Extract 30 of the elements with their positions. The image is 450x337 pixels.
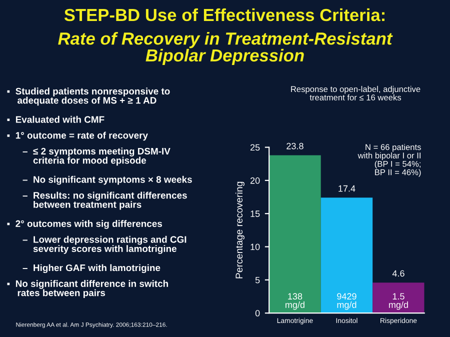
- y-axis-title: Percentage recovering: [235, 182, 244, 278]
- text: ▪ Studied patients nonresponsive to adequate doses of MS + ≥ 1 AD: [7, 88, 170, 106]
- annotation: 9429 mg/d: [337, 293, 356, 310]
- bar: [320, 198, 373, 314]
- bar: [269, 155, 321, 314]
- data-label: 23.8: [286, 142, 304, 150]
- text: ▪ No significant difference in switch rates between pairs: [7, 280, 168, 298]
- y-tick-label: 25: [250, 144, 260, 151]
- data-label: 17.4: [338, 185, 356, 192]
- text: – Results: no significant differences between treatment pairs: [22, 192, 187, 210]
- chart-title: STEP-BD Use of Effectiveness Criteria:: [64, 8, 384, 22]
- text: ▪ Evaluated with CMF: [7, 116, 104, 123]
- annotation: 1.5 mg/d: [389, 293, 408, 310]
- text: ▪ 2° outcomes with sig differences: [7, 220, 162, 229]
- data-label: 4.6: [392, 270, 404, 277]
- text: – Lower depression ratings and CGI severity scores with lamotrigine: [22, 236, 186, 254]
- annotation: 138 mg/d: [286, 293, 304, 310]
- text: – No significant symptoms × 8 weeks: [22, 176, 192, 185]
- chart-subtitle: Rate of Recovery in Treatment-Resistant Bipolar Depression: [58, 32, 393, 66]
- y-tick-label: 20: [250, 177, 260, 184]
- y-tick-label: 0: [255, 310, 260, 316]
- y-tick-label: 5: [255, 276, 260, 284]
- annotation: N = 66 patients with bipolar I or II (BP I = 54%; BP II = 46%): [358, 144, 421, 177]
- y-tick-label: 10: [250, 244, 260, 250]
- bar: [372, 282, 424, 314]
- text: – Higher GAF with lamotrigine: [22, 264, 160, 274]
- text: ▪ 1° outcome = rate of recovery: [7, 132, 148, 141]
- text: – ≤ 2 symptoms meeting DSM-IV criteria for mood episode: [22, 148, 170, 166]
- y-tick-label: 15: [250, 210, 260, 217]
- text: Response to open-label, adjunctive treatment for ≤ 16 weeks: [291, 86, 420, 100]
